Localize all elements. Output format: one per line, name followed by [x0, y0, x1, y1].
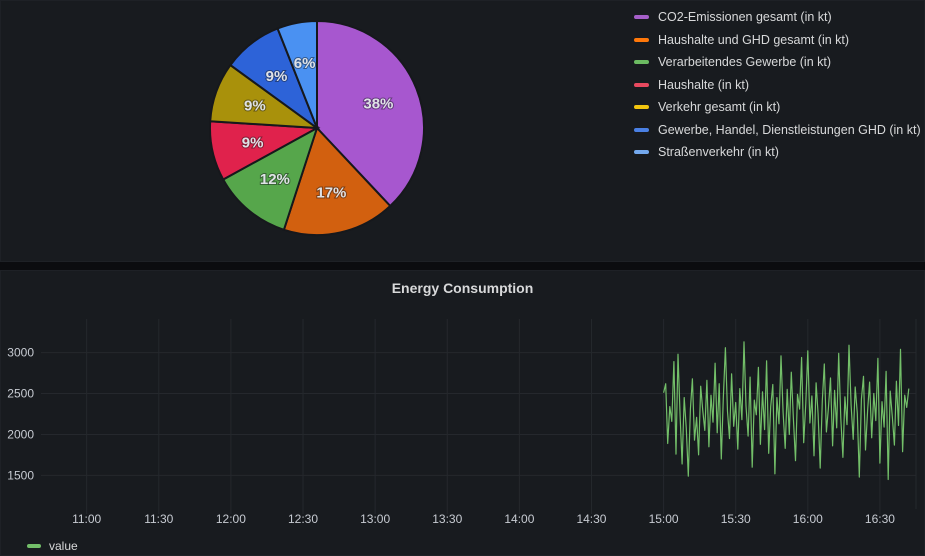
legend-item-label: Gewerbe, Handel, Dienstleistungen GHD (i…: [658, 122, 921, 137]
legend-item-label: Haushalte und GHD gesamt (in kt): [658, 32, 850, 47]
legend-color-swatch: [634, 15, 649, 20]
pie-chart: 38%17%12%9%9%9%6%: [208, 19, 425, 237]
x-tick-label: 12:00: [216, 512, 246, 526]
legend-color-swatch: [634, 37, 649, 42]
y-tick-label: 3000: [7, 346, 34, 360]
series-legend-item[interactable]: value: [27, 539, 78, 553]
legend-item-label: Verarbeitendes Gewerbe (in kt): [658, 55, 832, 70]
x-tick-label: 15:00: [649, 512, 679, 526]
legend-item[interactable]: Gewerbe, Handel, Dienstleistungen GHD (i…: [634, 119, 921, 142]
legend-item-label: CO2-Emissionen gesamt (in kt): [658, 10, 832, 25]
value-series-line: [663, 341, 910, 481]
legend-color-swatch: [634, 150, 649, 155]
pie-slice[interactable]: [276, 19, 318, 129]
legend-item[interactable]: Verkehr gesamt (in kt): [634, 96, 921, 119]
pie-slice-label: 12%: [260, 171, 290, 188]
x-tick-label: 11:30: [144, 512, 173, 526]
legend-item-label: Straßenverkehr (in kt): [658, 145, 779, 160]
legend-color-swatch: [634, 82, 649, 87]
pie-slice-label: 17%: [316, 184, 346, 201]
x-tick-label: 16:00: [793, 512, 823, 526]
x-tick-label: 16:30: [865, 512, 895, 526]
x-tick-label: 14:30: [576, 512, 606, 526]
y-tick-label: 2500: [7, 387, 34, 401]
legend-item[interactable]: Haushalte (in kt): [634, 74, 921, 97]
pie-slice-label: 9%: [244, 98, 266, 115]
legend-color-swatch: [634, 60, 649, 65]
pie-slice[interactable]: [316, 19, 425, 208]
x-tick-label: 12:30: [288, 512, 318, 526]
series-legend-color-swatch: [27, 544, 41, 548]
y-tick-label: 1500: [7, 468, 34, 482]
legend-color-swatch: [634, 127, 649, 132]
pie-slice[interactable]: [282, 126, 392, 237]
x-tick-label: 13:00: [360, 512, 390, 526]
legend-item[interactable]: Haushalte und GHD gesamt (in kt): [634, 29, 921, 52]
x-tick-label: 14:00: [504, 512, 534, 526]
legend-item-label: Haushalte (in kt): [658, 77, 750, 92]
pie-panel: 38% 17% 12% 9% 9% 9% 6% CO2-Emissionen gesamt …: [0, 0, 925, 262]
timeseries-chart[interactable]: 1500 2000 2500 3000 11:00 11:30 12:00 12:30 13:0…: [1, 271, 925, 555]
pie-slice-label: 6%: [294, 55, 316, 72]
x-tick-label: 11:00: [72, 512, 101, 526]
legend-color-swatch: [634, 105, 649, 110]
y-tick-label: 2000: [7, 427, 34, 441]
pie-slice-label: 9%: [242, 134, 264, 151]
x-tick-label: 13:30: [432, 512, 462, 526]
legend-item-label: Verkehr gesamt (in kt): [658, 100, 781, 115]
legend-item[interactable]: Verarbeitendes Gewerbe (in kt): [634, 51, 921, 74]
pie-legend: CO2-Emissionen gesamt (in kt) Haushalte u…: [634, 6, 921, 164]
legend-item[interactable]: CO2-Emissionen gesamt (in kt): [634, 6, 921, 29]
energy-panel: Energy Consumption 1500 2000 2500 3000 11:00…: [0, 270, 925, 556]
pie-slice-label: 38%: [363, 96, 393, 113]
series-legend-label: value: [49, 539, 78, 553]
legend-item[interactable]: Straßenverkehr (in kt): [634, 141, 921, 164]
panel-title[interactable]: Energy Consumption: [391, 280, 534, 296]
pie-slice-label: 9%: [266, 68, 288, 85]
x-tick-label: 15:30: [721, 512, 751, 526]
pie-slice[interactable]: [221, 125, 319, 232]
